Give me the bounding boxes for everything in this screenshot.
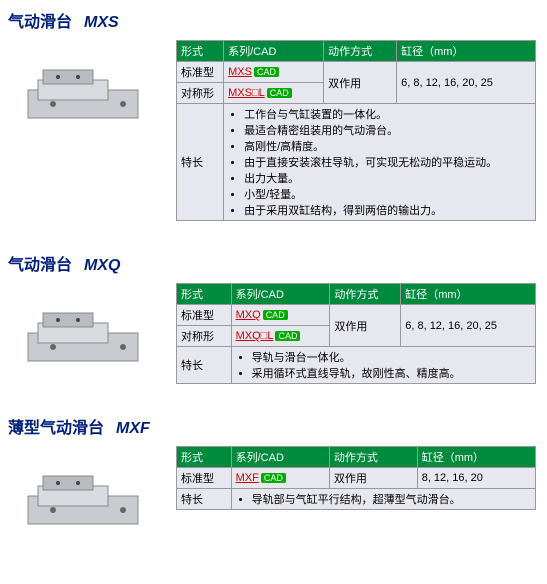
spec-table: 形式系列/CAD动作方式缸径（mm）标准型MXSCAD双作用6, 8, 12, …	[176, 40, 536, 221]
series-label: MXS	[84, 14, 119, 31]
feature-item: 采用循环式直线导轨，故刚性高、精度高。	[252, 365, 531, 381]
product-image	[8, 40, 168, 140]
series-label: MXF	[116, 420, 150, 437]
col-header: 缸径（mm）	[417, 447, 535, 468]
content-row: 形式系列/CAD动作方式缸径（mm）标准型MXQCAD双作用6, 8, 12, …	[8, 283, 539, 384]
category-label: 气动滑台	[8, 14, 72, 31]
series-link-cell: MXSCAD	[224, 62, 324, 83]
product-section-mxf: 薄型气动滑台MXF形式系列/CAD动作方式缸径（mm）标准型MXFCAD双作用8…	[8, 414, 539, 546]
bore-cell: 8, 12, 16, 20	[417, 468, 535, 489]
type-cell: 标准型	[177, 62, 224, 83]
series-link[interactable]: MXS	[228, 66, 252, 78]
features-label: 特长	[177, 104, 224, 221]
bore-cell: 6, 8, 12, 16, 20, 25	[401, 305, 536, 347]
col-header: 形式	[177, 284, 232, 305]
type-cell: 标准型	[177, 305, 232, 326]
feature-item: 出力大量。	[244, 170, 531, 186]
category-label: 气动滑台	[8, 257, 72, 274]
col-header: 形式	[177, 447, 232, 468]
series-link[interactable]: MXS□L	[228, 87, 265, 99]
col-header: 动作方式	[330, 284, 401, 305]
col-header: 缸径（mm）	[397, 41, 536, 62]
cad-badge[interactable]: CAD	[261, 473, 286, 483]
spec-table-wrap: 形式系列/CAD动作方式缸径（mm）标准型MXFCAD双作用8, 12, 16,…	[176, 446, 536, 510]
features-row: 特长导轨与滑台一体化。采用循环式直线导轨，故刚性高、精度高。	[177, 347, 536, 384]
category-label: 薄型气动滑台	[8, 420, 104, 437]
series-link[interactable]: MXQ	[236, 309, 261, 321]
table-row: 标准型MXSCAD双作用6, 8, 12, 16, 20, 25	[177, 62, 536, 83]
table-header-row: 形式系列/CAD动作方式缸径（mm）	[177, 41, 536, 62]
feature-item: 最适合精密组装用的气动滑台。	[244, 122, 531, 138]
table-header-row: 形式系列/CAD动作方式缸径（mm）	[177, 284, 536, 305]
bore-cell: 6, 8, 12, 16, 20, 25	[397, 62, 536, 104]
features-cell: 工作台与气缸装置的一体化。最适合精密组装用的气动滑台。高刚性/高精度。由于直接安…	[224, 104, 536, 221]
series-link[interactable]: MXF	[236, 472, 259, 484]
table-header-row: 形式系列/CAD动作方式缸径（mm）	[177, 447, 536, 468]
product-section-mxq: 气动滑台MXQ形式系列/CAD动作方式缸径（mm）标准型MXQCAD双作用6, …	[8, 251, 539, 384]
features-label: 特长	[177, 347, 232, 384]
col-header: 系列/CAD	[231, 447, 329, 468]
feature-item: 由于采用双缸结构，得到两倍的输出力。	[244, 202, 531, 218]
col-header: 动作方式	[324, 41, 397, 62]
spec-table: 形式系列/CAD动作方式缸径（mm）标准型MXQCAD双作用6, 8, 12, …	[176, 283, 536, 384]
features-list: 导轨与滑台一体化。采用循环式直线导轨，故刚性高、精度高。	[236, 349, 531, 381]
features-row: 特长工作台与气缸装置的一体化。最适合精密组装用的气动滑台。高刚性/高精度。由于直…	[177, 104, 536, 221]
feature-item: 导轨部与气缸平行结构，超薄型气动滑台。	[252, 491, 531, 507]
type-cell: 标准型	[177, 468, 232, 489]
section-title: 薄型气动滑台 MXF	[8, 414, 539, 438]
spec-table-wrap: 形式系列/CAD动作方式缸径（mm）标准型MXQCAD双作用6, 8, 12, …	[176, 283, 536, 384]
feature-item: 高刚性/高精度。	[244, 138, 531, 154]
table-row: 标准型MXFCAD双作用8, 12, 16, 20	[177, 468, 536, 489]
type-cell: 对称形	[177, 326, 232, 347]
col-header: 系列/CAD	[231, 284, 330, 305]
feature-item: 工作台与气缸装置的一体化。	[244, 106, 531, 122]
series-link-cell: MXQCAD	[231, 305, 330, 326]
feature-item: 小型/轻量。	[244, 186, 531, 202]
spec-table-wrap: 形式系列/CAD动作方式缸径（mm）标准型MXSCAD双作用6, 8, 12, …	[176, 40, 536, 221]
action-cell: 双作用	[329, 468, 417, 489]
features-cell: 导轨与滑台一体化。采用循环式直线导轨，故刚性高、精度高。	[231, 347, 535, 384]
section-title: 气动滑台 MXQ	[8, 251, 539, 275]
action-cell: 双作用	[324, 62, 397, 104]
feature-item: 由于直接安装滚柱导轨，可实现无松动的平稳运动。	[244, 154, 531, 170]
col-header: 动作方式	[329, 447, 417, 468]
features-list: 导轨部与气缸平行结构，超薄型气动滑台。	[236, 491, 531, 507]
series-link-cell: MXFCAD	[231, 468, 329, 489]
col-header: 系列/CAD	[224, 41, 324, 62]
content-row: 形式系列/CAD动作方式缸径（mm）标准型MXFCAD双作用8, 12, 16,…	[8, 446, 539, 546]
features-row: 特长 导轨部与气缸平行结构，超薄型气动滑台。	[177, 489, 536, 510]
feature-item: 导轨与滑台一体化。	[252, 349, 531, 365]
section-title: 气动滑台 MXS	[8, 8, 539, 32]
product-image	[8, 446, 168, 546]
cad-badge[interactable]: CAD	[254, 67, 279, 77]
col-header: 形式	[177, 41, 224, 62]
col-header: 缸径（mm）	[401, 284, 536, 305]
type-cell: 对称形	[177, 83, 224, 104]
series-link-cell: MXQ□LCAD	[231, 326, 330, 347]
cad-badge[interactable]: CAD	[267, 88, 292, 98]
features-list: 工作台与气缸装置的一体化。最适合精密组装用的气动滑台。高刚性/高精度。由于直接安…	[228, 106, 531, 218]
table-row: 标准型MXQCAD双作用6, 8, 12, 16, 20, 25	[177, 305, 536, 326]
product-image	[8, 283, 168, 383]
action-cell: 双作用	[330, 305, 401, 347]
series-label: MXQ	[84, 257, 120, 274]
product-section-mxs: 气动滑台MXS形式系列/CAD动作方式缸径（mm）标准型MXSCAD双作用6, …	[8, 8, 539, 221]
spec-table: 形式系列/CAD动作方式缸径（mm）标准型MXFCAD双作用8, 12, 16,…	[176, 446, 536, 510]
cad-badge[interactable]: CAD	[263, 310, 288, 320]
cad-badge[interactable]: CAD	[275, 331, 300, 341]
features-label: 特长	[177, 489, 232, 510]
series-link-cell: MXS□LCAD	[224, 83, 324, 104]
features-cell: 导轨部与气缸平行结构，超薄型气动滑台。	[231, 489, 535, 510]
content-row: 形式系列/CAD动作方式缸径（mm）标准型MXSCAD双作用6, 8, 12, …	[8, 40, 539, 221]
series-link[interactable]: MXQ□L	[236, 330, 274, 342]
